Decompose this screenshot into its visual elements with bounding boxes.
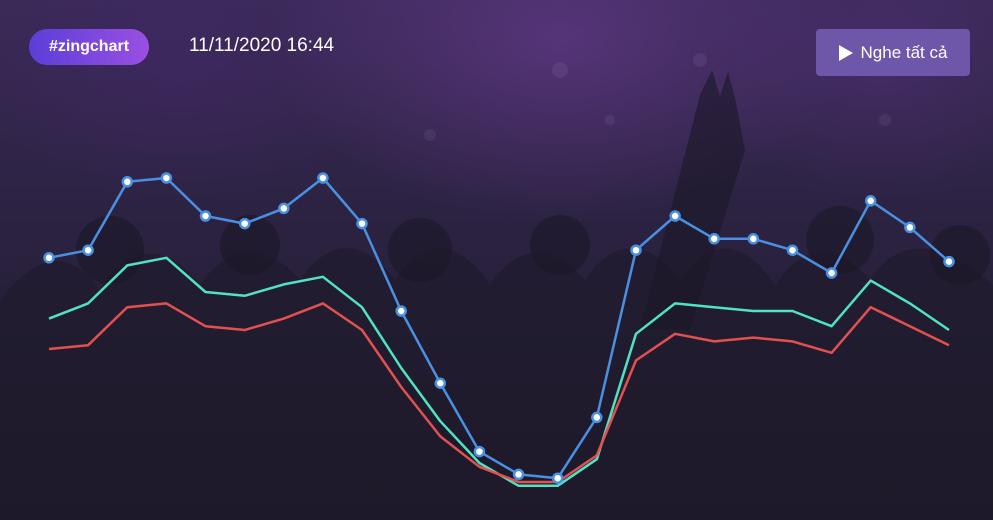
- data-point[interactable]: [395, 305, 407, 317]
- data-point[interactable]: [786, 244, 799, 256]
- play-icon: [838, 44, 853, 61]
- play-all-button[interactable]: Nghe tất cả: [816, 29, 970, 76]
- data-point[interactable]: [43, 252, 55, 264]
- data-point[interactable]: [825, 267, 838, 279]
- data-point[interactable]: [434, 377, 447, 389]
- play-all-label: Nghe tất cả: [860, 42, 948, 62]
- data-point[interactable]: [473, 445, 486, 458]
- data-point[interactable]: [591, 411, 603, 424]
- data-point[interactable]: [317, 172, 329, 184]
- data-point[interactable]: [238, 217, 251, 230]
- data-point[interactable]: [551, 472, 564, 484]
- data-point[interactable]: [669, 210, 681, 222]
- data-point[interactable]: [943, 255, 955, 268]
- data-point[interactable]: [747, 233, 760, 245]
- data-point[interactable]: [278, 202, 290, 215]
- data-point[interactable]: [708, 233, 720, 245]
- series-line-2: [48, 256, 950, 488]
- series-line-3: [48, 302, 950, 484]
- chart-datetime: 11/11/2020 16:44: [189, 35, 335, 56]
- data-point[interactable]: [199, 210, 212, 222]
- data-point[interactable]: [630, 244, 642, 256]
- data-point[interactable]: [121, 176, 134, 188]
- data-point[interactable]: [512, 468, 525, 481]
- data-point[interactable]: [356, 217, 368, 230]
- zingchart-tag[interactable]: #zingchart: [29, 29, 150, 65]
- data-point[interactable]: [864, 195, 877, 207]
- data-point[interactable]: [160, 172, 173, 184]
- data-point[interactable]: [904, 221, 916, 234]
- data-point[interactable]: [82, 244, 94, 256]
- series-line-1: [48, 176, 950, 480]
